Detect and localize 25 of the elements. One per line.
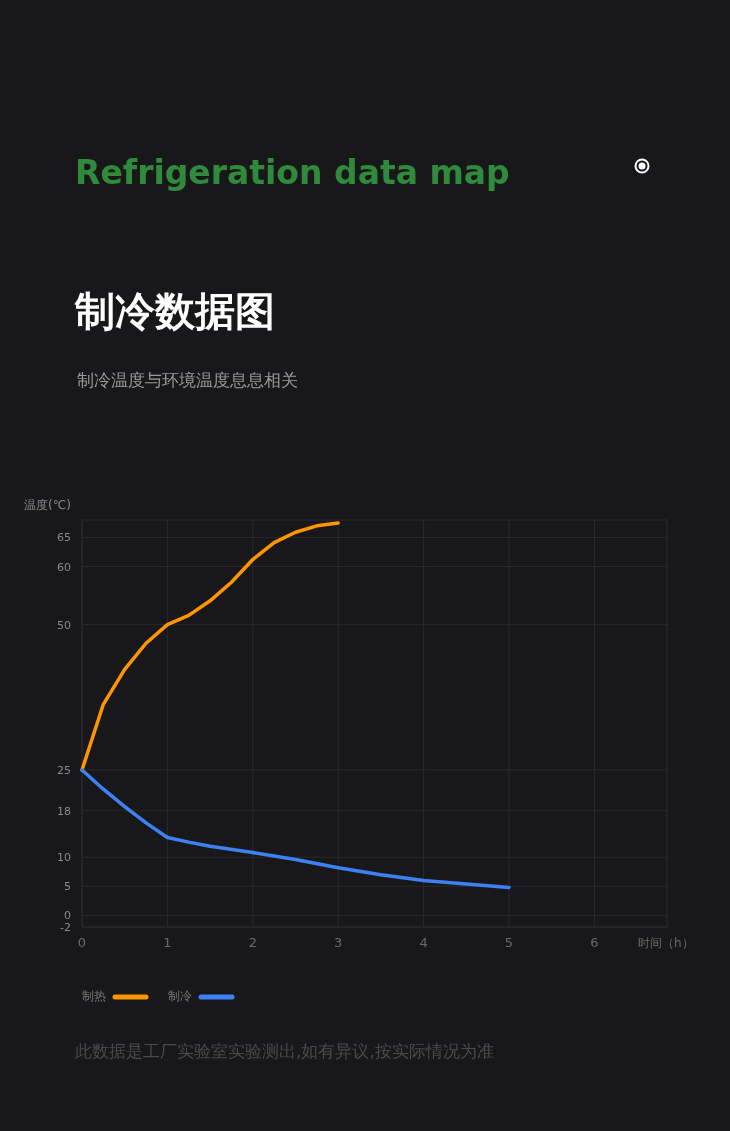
x-tick-label: 2 [248,935,257,950]
y-tick-label: 50 [57,618,71,632]
y-tick-label: 25 [57,764,71,778]
y-axis-title: 温度(℃) [24,498,71,512]
chart-subtitle: 制冷数据图 [74,288,275,334]
legend-label: 制冷 [168,989,192,1003]
x-tick-label: 0 [77,935,87,950]
y-tick-label: 65 [57,531,71,545]
y-tick-label: 18 [57,804,71,818]
y-tick-label: 10 [57,851,71,865]
y-tick-label: 5 [64,880,71,894]
x-tick-label: 1 [163,935,172,950]
line-series [80,768,511,890]
chart-title: Refrigeration data map [75,153,510,192]
y-tick-label: 60 [57,560,71,574]
x-axis-title: 时间（h） [638,936,694,950]
text: 制冷温度与环境温度息息相关 [77,370,298,390]
x-tick-label: 3 [334,935,343,950]
x-tick-label: 6 [590,935,599,950]
y-tick-label: -2 [60,921,71,934]
line-series [80,521,340,772]
legend-label: 制热 [82,989,106,1003]
x-tick-label: 5 [504,935,514,950]
x-tick-label: 4 [419,935,428,950]
y-tick-label: 0 [64,909,71,923]
